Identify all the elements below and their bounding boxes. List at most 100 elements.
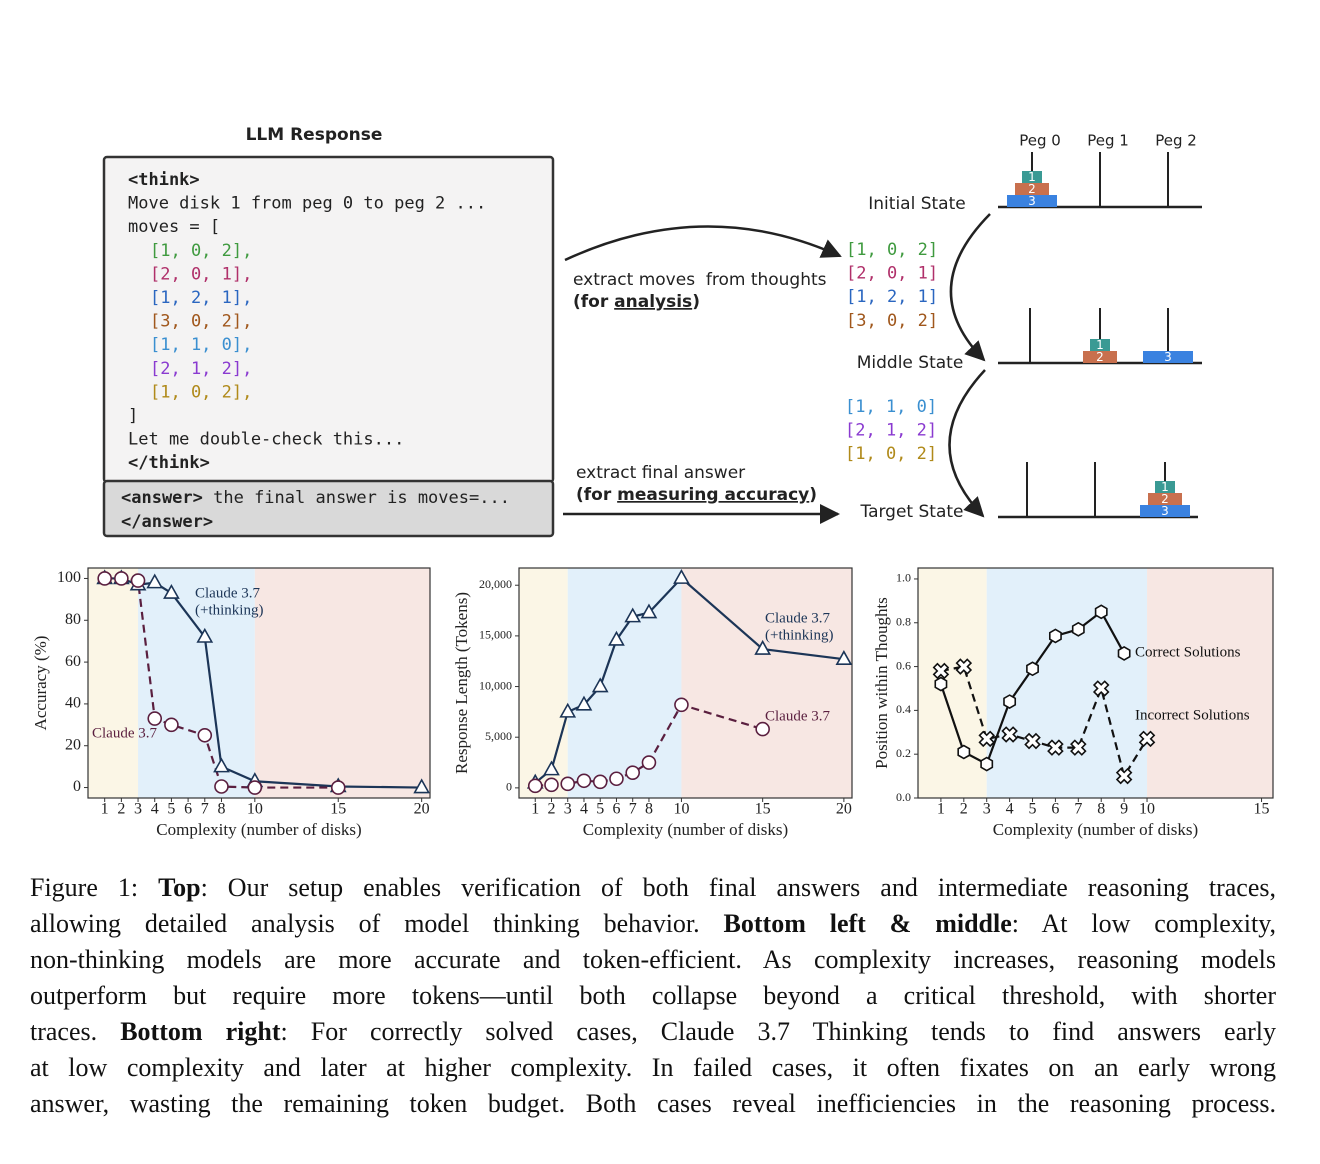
disk — [1090, 339, 1110, 351]
region — [254, 568, 430, 798]
data-point — [114, 571, 129, 586]
arrow-label: (for analysis) — [573, 292, 700, 312]
y-tick-label: 0.0 — [896, 790, 911, 804]
data-point — [413, 778, 431, 794]
disk — [1155, 481, 1175, 493]
y-axis-title: Position within Thoughts — [872, 597, 891, 769]
arrow — [949, 213, 991, 362]
move-line: [2, 1, 2], — [150, 359, 252, 379]
y-axis-title: Accuracy (%) — [31, 636, 50, 731]
series-label: Claude 3.7 — [195, 585, 260, 601]
extracted-move: [3, 0, 2] — [846, 311, 938, 331]
data-point — [624, 607, 642, 623]
answer-box — [102, 479, 555, 538]
disk-label: 3 — [1164, 350, 1172, 364]
region — [88, 568, 139, 798]
caption-line: outperform but require more tokens—until… — [30, 978, 1276, 1014]
data-point — [575, 695, 593, 711]
data-point — [1024, 732, 1041, 750]
chart: 1 2 3 4 5 6 7 8 10 15 20 0 20 40 60 80 100 Complexity (nu… — [31, 567, 431, 839]
data-point — [1026, 661, 1039, 677]
x-axis-title: Complexity (number of disks) — [583, 820, 788, 839]
x-tick-label: 8 — [645, 801, 653, 818]
y-tick-label: 0.8 — [896, 615, 911, 629]
disk-label: 3 — [1161, 504, 1169, 518]
data-point — [543, 760, 560, 776]
x-tick-label: 3 — [134, 801, 142, 818]
region — [918, 568, 987, 798]
region — [681, 568, 852, 798]
x-axis-title: Complexity (number of disks) — [993, 820, 1198, 839]
arrow-label: extract final answer — [576, 463, 745, 483]
state-label: Initial State — [868, 194, 965, 214]
y-axis-title: Response Length (Tokens) — [452, 592, 471, 774]
caption-line: traces. Bottom right: For correctly solv… — [30, 1014, 1276, 1050]
data-point — [835, 650, 853, 665]
disk — [1015, 183, 1049, 195]
series-line — [104, 577, 339, 789]
x-tick-label: 20 — [836, 801, 852, 818]
data-point — [247, 780, 263, 795]
x-tick-label: 5 — [167, 801, 175, 818]
disk-label: 1 — [1161, 480, 1169, 494]
arrow-label-part: measuring accuracy — [617, 485, 809, 505]
plot-frame — [87, 567, 431, 799]
x-tick-label: 7 — [629, 801, 637, 818]
disk-label: 1 — [1096, 338, 1104, 352]
disk — [1083, 351, 1117, 363]
series-line — [940, 665, 1148, 779]
x-tick-label: 7 — [1074, 801, 1082, 818]
y-tick-label: 20 — [65, 736, 81, 753]
x-tick-label: 1 — [531, 801, 539, 818]
data-point — [1047, 739, 1064, 756]
plot-frame — [518, 567, 853, 799]
caption-text: Bottom left & middle — [723, 909, 1012, 938]
x-tick-label: 9 — [1120, 801, 1128, 818]
region — [567, 568, 682, 798]
x-tick-label: 3 — [564, 801, 572, 818]
y-tick-label: 60 — [65, 653, 81, 670]
x-tick-label: 15 — [330, 801, 346, 818]
y-tick-label: 0.2 — [896, 746, 911, 760]
peg-label: Peg 2 — [1155, 132, 1197, 150]
x-tick-label: 1 — [937, 801, 945, 818]
plot-frame — [917, 567, 1274, 799]
data-point — [97, 571, 112, 586]
y-tick-label: 5,000 — [485, 729, 512, 743]
move-line: [1, 2, 1], — [150, 288, 252, 308]
caption-text: : Our setup enables verification of both… — [200, 873, 1276, 902]
code: <think> Move disk 1 from peg 0 to peg 2 .… — [121, 170, 827, 532]
arrow-label-part: ) — [692, 292, 700, 312]
extracted-move: [1, 2, 1] — [846, 287, 938, 307]
x-tick-label: 10 — [673, 801, 689, 818]
y-tick-label: 0.6 — [896, 658, 911, 672]
answer-line: <answer> the final answer is moves=... — [121, 488, 510, 508]
data-point — [197, 727, 213, 743]
extracted-move: [1, 0, 2] — [846, 240, 938, 260]
data-point — [1071, 621, 1085, 637]
extracted-move: [1, 0, 2] — [845, 444, 937, 464]
llm-title: LLM Response — [246, 125, 383, 145]
x-tick-label: 10 — [247, 801, 263, 818]
x-tick-label: 6 — [1051, 801, 1059, 818]
answer-line: </answer> — [121, 512, 213, 532]
data-point — [1048, 628, 1062, 644]
y-tick-label: 10,000 — [479, 678, 512, 692]
y-tick-label: 1.0 — [896, 571, 911, 585]
x-tick-label: 4 — [151, 801, 159, 818]
disk — [1140, 505, 1190, 517]
x-tick-label: 8 — [217, 801, 225, 818]
y-tick-label: 15,000 — [479, 628, 512, 642]
data-point — [164, 717, 179, 733]
y-tick-label: 100 — [57, 569, 81, 586]
caption-text: Figure 1: — [30, 873, 159, 902]
x-tick-label: 2 — [117, 801, 125, 818]
caption-text: outperform but require more tokens—until… — [30, 981, 1276, 1010]
peg-label: Peg 1 — [1087, 132, 1129, 150]
y-tick-label: 20,000 — [479, 577, 512, 591]
state-label: Middle State — [857, 353, 964, 373]
data-point — [1092, 680, 1110, 697]
arrow-label-part: (for — [576, 485, 617, 505]
y-tick-label: 0 — [73, 778, 81, 795]
